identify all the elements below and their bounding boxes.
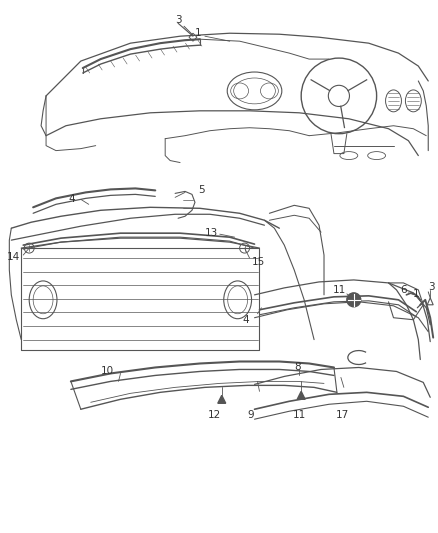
Text: 9: 9 (247, 410, 254, 420)
Polygon shape (218, 395, 226, 403)
Text: 14: 14 (7, 252, 20, 262)
Text: 3: 3 (428, 282, 435, 292)
Text: 11: 11 (333, 285, 346, 295)
Text: 10: 10 (101, 367, 114, 376)
Text: 1: 1 (412, 289, 419, 299)
Text: 5: 5 (198, 185, 205, 196)
Text: 11: 11 (293, 410, 307, 420)
Text: 3: 3 (175, 15, 182, 25)
Text: 15: 15 (251, 257, 265, 267)
Circle shape (347, 293, 361, 307)
Polygon shape (297, 391, 305, 399)
Text: 12: 12 (208, 410, 221, 420)
Text: 1: 1 (195, 28, 201, 38)
Text: 4: 4 (69, 195, 75, 204)
Text: 6: 6 (400, 285, 407, 295)
Text: 13: 13 (205, 228, 218, 238)
Text: 4: 4 (243, 314, 249, 325)
Text: 17: 17 (336, 410, 349, 420)
Text: 8: 8 (294, 362, 301, 373)
